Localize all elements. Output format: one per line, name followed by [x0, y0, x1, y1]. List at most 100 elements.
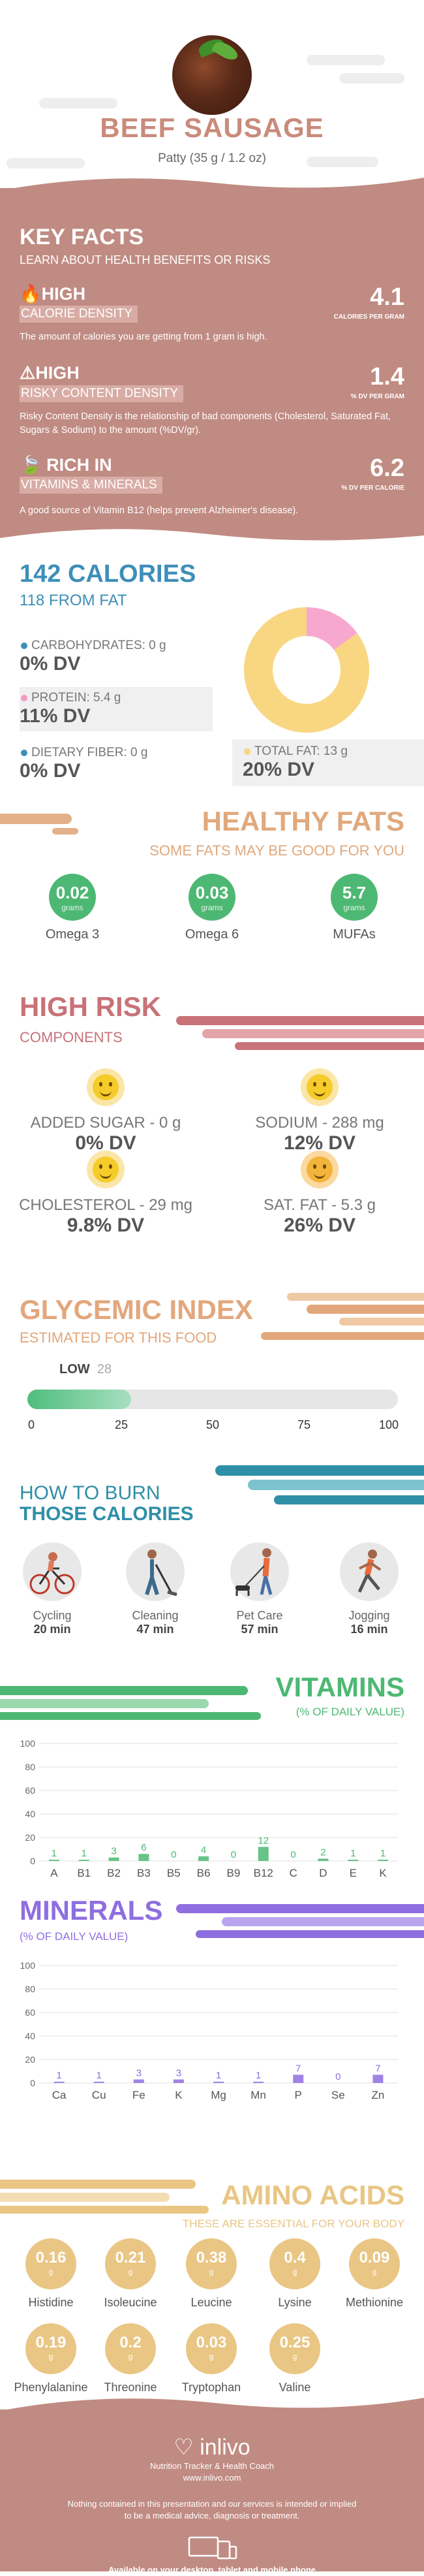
- mineral-value-label: 3: [176, 2068, 181, 2079]
- vitamin-value-label: 1: [52, 1848, 57, 1859]
- macro-total-fat: TOTAL FAT: 13 g 20% DV: [232, 739, 424, 786]
- mineral-bar: [173, 2079, 184, 2083]
- mineral-bar: [253, 2082, 264, 2083]
- decor-stripe: [202, 1029, 424, 1038]
- brand-logo[interactable]: ♡ inlivo: [0, 2434, 424, 2460]
- amino-unit: g: [48, 2352, 53, 2361]
- glycemic-tick: 100: [378, 1418, 399, 1431]
- vitamin-value-label: 1: [82, 1848, 87, 1859]
- mineral-value-label: 1: [256, 2070, 261, 2081]
- key-fact-name: CALORIE DENSITY: [20, 306, 138, 323]
- amino-value: 0.19: [35, 2334, 67, 2351]
- amino-unit: g: [128, 2267, 133, 2276]
- serving-size: Patty (35 g / 1.2 oz): [158, 151, 266, 165]
- amino-value: 0.03: [196, 2334, 227, 2351]
- fat-value: 5.7: [342, 883, 367, 902]
- amino-badge: 0.16 g: [25, 2238, 76, 2289]
- vitamin-category-label: B6: [197, 1867, 211, 1879]
- healthy-fats-title: HEALTHY FATS: [202, 806, 404, 836]
- fat-name: Omega 6: [185, 927, 239, 942]
- fat-badge: 0.03 grams: [189, 874, 235, 921]
- dot-icon: [244, 748, 250, 755]
- mineral-value-label: 1: [96, 2070, 101, 2081]
- vitamin-category-label: A: [50, 1867, 58, 1879]
- mineral-category-label: Zn: [372, 2089, 385, 2101]
- amino-unit: g: [292, 2352, 297, 2361]
- macro-label: CARBOHYDRATES: 0 g: [31, 639, 166, 652]
- key-facts-subtitle: LEARN ABOUT HEALTH BENEFITS OR RISKS: [20, 253, 271, 266]
- vitamin-category-label: K: [379, 1867, 387, 1879]
- amino-badge: 0.25 g: [269, 2323, 320, 2374]
- key-fact-level: RICH IN: [46, 455, 112, 475]
- flame-icon: 🔥: [20, 284, 42, 304]
- footer-url[interactable]: www.inlivo.com: [183, 2473, 241, 2483]
- vitamin-bar: [108, 1857, 119, 1861]
- activity-jogging: Jogging 16 min: [330, 1542, 408, 1636]
- mineral-bar: [93, 2082, 104, 2083]
- risk-cholesterol: CHOLESTEROL - 29 mg 9.8% DV: [8, 1151, 204, 1237]
- amino-value: 0.38: [196, 2249, 227, 2266]
- glycemic-tick: 25: [114, 1418, 129, 1431]
- amino-badge: 0.2 g: [105, 2323, 156, 2374]
- minerals-bar-chart: 0 20 40 60 80 100 1 Ca 1 Cu 3 Fe 3 K 1 Mg 1 Mn 7 P 0 Se 7 Zn: [20, 1960, 398, 2101]
- fat-value: 0.03: [195, 883, 229, 902]
- glycemic-value: 28: [97, 1362, 112, 1376]
- vitamin-category-label: C: [289, 1867, 297, 1879]
- y-tick-label: 0: [30, 2078, 35, 2088]
- fat-unit: grams: [201, 903, 223, 912]
- activity-name: Cycling: [33, 1609, 72, 1622]
- activity-time: 57 min: [241, 1623, 279, 1636]
- macro-fiber: DIETARY FIBER: 0 g 0% DV: [20, 746, 215, 782]
- burn-title-line1: HOW TO BURN: [20, 1482, 160, 1504]
- vitamin-bar: [198, 1856, 209, 1861]
- amino-value: 0.09: [359, 2249, 390, 2266]
- vitamin-value-label: 1: [350, 1848, 356, 1859]
- activity-time: 20 min: [33, 1623, 71, 1636]
- vitamins-bar-chart: 0 20 40 60 80 100 1 A 1 B1 3 B2 6 B3 0 B5 4 B6 0 B9 12 B12 0 C 2…: [20, 1738, 398, 1879]
- risk-label: CHOLESTEROL - 29 mg: [19, 1196, 192, 1214]
- vitamin-category-label: D: [319, 1867, 327, 1879]
- mineral-category-label: P: [295, 2089, 302, 2101]
- vitamin-bar: [378, 1860, 389, 1861]
- smiley-icon: [87, 1068, 125, 1106]
- key-fact-value: 4.1: [370, 283, 404, 311]
- vitamin-value-label: 0: [231, 1849, 236, 1860]
- amino-badge: 0.38 g: [186, 2238, 237, 2289]
- heart-icon: ♡: [174, 2435, 194, 2460]
- food-photo: [172, 35, 252, 115]
- decor-stripe: [176, 1904, 424, 1913]
- decor-cloud: [339, 73, 404, 84]
- activity-pet-care: Pet Care 57 min: [220, 1542, 299, 1636]
- fat-item-omega3: 0.02 grams Omega 3: [23, 874, 121, 942]
- y-tick-label: 80: [25, 1984, 35, 1994]
- decor-stripe: [307, 1305, 424, 1314]
- amino-value: 0.16: [35, 2249, 67, 2266]
- amino-name: Threonine: [104, 2381, 157, 2394]
- decor-stripe: [0, 2180, 196, 2189]
- risk-added-sugar: ADDED SUGAR - 0 g 0% DV: [8, 1068, 204, 1154]
- activity-time: 47 min: [136, 1623, 174, 1636]
- amino-unit: g: [372, 2267, 377, 2276]
- decor-stripe: [0, 1686, 248, 1695]
- macro-dv: 0% DV: [20, 653, 81, 675]
- decor-stripe: [0, 814, 72, 824]
- amino-item: 0.09 g Methionine: [334, 2238, 415, 2310]
- fat-name: Omega 3: [45, 927, 100, 942]
- risk-label: ADDED SUGAR - 0 g: [30, 1114, 181, 1132]
- footer-available: Available on your desktop, tablet and mo…: [108, 2565, 316, 2575]
- amino-name: Tryptophan: [181, 2381, 241, 2394]
- amino-name: Phenylalanine: [14, 2381, 88, 2394]
- mineral-bar: [53, 2082, 65, 2083]
- amino-name: Methionine: [345, 2296, 404, 2309]
- vitamins-subtitle: (% OF DAILY VALUE): [295, 1706, 404, 1718]
- vitamin-value-label: 2: [320, 1847, 326, 1858]
- glycemic-bar: [27, 1390, 398, 1409]
- high-risk-title: HIGH RISK: [20, 991, 162, 1022]
- amino-acids-subtitle: THESE ARE ESSENTIAL FOR YOUR BODY: [182, 2218, 404, 2230]
- mineral-category-label: Cu: [92, 2089, 106, 2101]
- macro-carbohydrates: CARBOHYDRATES: 0 g 0% DV: [20, 639, 213, 675]
- key-facts-title: KEY FACTS: [20, 225, 144, 249]
- mineral-category-label: Mg: [211, 2089, 226, 2101]
- mineral-bar: [213, 2082, 224, 2083]
- mineral-value-label: 1: [56, 2070, 61, 2081]
